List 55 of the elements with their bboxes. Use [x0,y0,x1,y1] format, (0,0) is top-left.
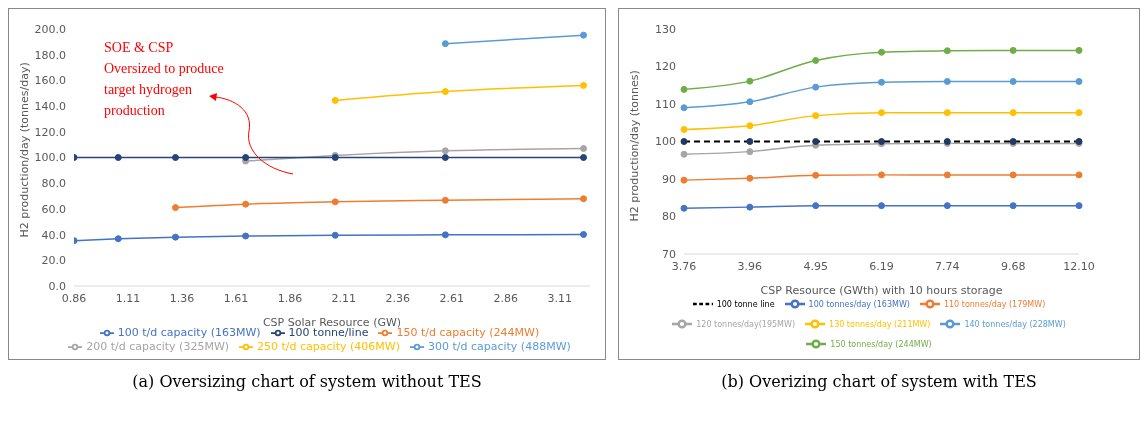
x-tick-label: 2.11 [331,291,357,305]
y-tick-label: 40.0 [41,228,66,242]
legend-label: 150 t/d capacity (244MW) [396,326,540,339]
legend-label: 250 t/d capacity (406MW) [257,340,400,353]
annotation: SOE & CSP Oversized to produce target hydrogen production [104,39,224,120]
legend-label: 300 t/d capacity (488MW) [427,340,571,353]
x-tick-label: 2.36 [385,291,411,305]
x-tick-label: 6.19 [869,259,894,273]
x-tick-label: 12.10 [1063,259,1095,273]
y-tick-label: 200.0 [34,22,66,36]
y-tick-label: 80.0 [41,177,66,191]
y-tick-label: 60.0 [41,202,66,216]
x-tick-label: 3.96 [737,259,763,273]
legend-label: 110 tonnes/day (179MW) [943,299,1046,309]
x-tick-label: 1.86 [277,291,303,305]
y-tick-label: 20.0 [41,254,66,268]
y-axis-title: H2 production/day (tonnes) [627,70,641,222]
y-tick-label: 160.0 [34,74,66,88]
x-axis-title: CSP Solar Resource (GW) [262,316,402,329]
y-tick-label: 110 [655,97,676,111]
x-tick-label: 0.86 [61,291,87,305]
legend-label: 200 t/d capacity (325MW) [86,340,230,353]
x-tick-label: 2.86 [493,291,519,305]
x-tick-label: 2.61 [439,291,465,305]
y-tick-label: 100 [655,135,676,149]
legend-label: 100 t/d capacity (163MW) [117,326,261,339]
text: (b) Overizing chart of system with TES [721,372,1037,391]
legend-label: 150 tonnes/day (244MW) [830,339,932,349]
y-tick-label: 90 [662,172,676,186]
y-tick-label: 70 [662,247,676,261]
x-tick-label: 1.36 [169,291,195,305]
legend-label: 100 tonnes/day (163MW) [808,299,910,309]
y-axis-title: H2 production/day (tonnes/day) [17,62,31,238]
legend-label: 100 tonne/line [288,326,369,339]
y-tick-label: 100.0 [34,151,66,165]
y-tick-label: 0.0 [48,279,66,293]
x-tick-label: 4.95 [803,259,828,273]
y-tick-label: 140.0 [34,100,66,113]
x-tick-label: 9.68 [1000,259,1026,273]
x-axis-title: CSP Resource (GWth) with 10 hours storage [760,284,1003,297]
x-tick-label: 1.11 [115,291,141,305]
legend-label: 140 tonnes/day (228MW) [964,319,1066,329]
x-tick-label: 3.76 [671,259,697,273]
y-tick-label: 130 [655,22,676,36]
legend-label: 100 tonne line [716,299,775,309]
x-tick-label: 1.61 [223,291,249,305]
y-tick-label: 120.0 [34,125,66,139]
y-tick-label: 180.0 [34,48,66,62]
x-tick-label: 3.11 [547,291,573,305]
y-tick-label: 80 [662,210,676,224]
text: (a) Oversizing chart of system without TES [132,372,482,391]
x-tick-label: 7.74 [935,259,960,273]
y-tick-label: 120 [655,60,676,74]
legend-label: 130 tonnes/day (211MW) [829,319,931,329]
legend-label: 120 tonnes/day(195MW) [696,319,796,329]
